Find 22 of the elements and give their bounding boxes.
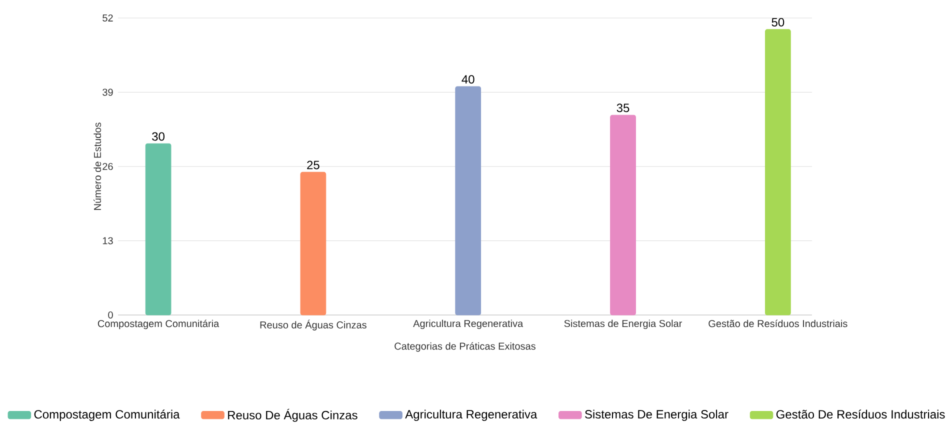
data-label: 35 [616,104,630,112]
y-tick-label: 13 [102,237,113,244]
legend-label: Sistemas De Energia Solar [585,410,728,421]
x-tick-label: Gestão de Resíduos Industriais [708,320,848,328]
x-tick-label: Reuso de Águas Cinzas [260,320,366,330]
y-tick-label: 39 [102,88,113,96]
data-label: 50 [772,18,784,26]
data-label: 25 [307,160,320,170]
x-tick-label: Agricultura Regenerativa [413,320,524,330]
legend-label: Compostagem Comunitária [34,410,180,421]
data-label: 40 [462,75,474,84]
x-axis-title: Categorias de Práticas Exitosas [394,342,536,352]
y-tick-label: 26 [102,162,113,170]
legend-label: Reuso De Águas Cinzas [228,408,358,422]
x-tick-label: Compostagem Comunitária [98,320,220,330]
legend-label: Agricultura Regenerativa [405,410,538,421]
y-tick-label: 52 [102,14,113,22]
y-tick-label: 0 [108,311,113,319]
x-tick-label: Sistemas de Energia Solar [564,320,682,330]
legend-label: Gestão De Resíduos Industriais [776,410,945,419]
data-label: 30 [152,132,164,141]
y-axis-title: Número de Estudos [94,122,102,210]
